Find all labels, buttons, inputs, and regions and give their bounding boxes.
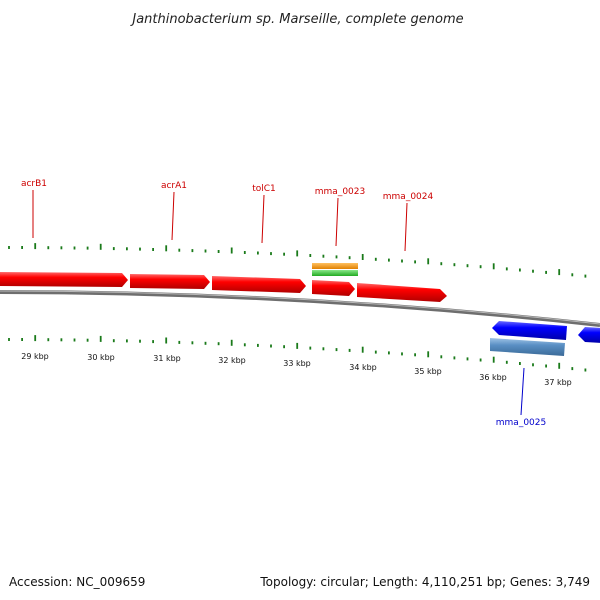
leader-line-mma-0024 — [404, 202, 408, 252]
tick-label-31kbp: 31 kbp — [153, 354, 181, 363]
leader-line-mma-0025 — [520, 367, 525, 416]
rna-bar-mma-0025[interactable] — [490, 338, 565, 356]
gene-arrow-mma-0023[interactable] — [312, 280, 355, 296]
gene-arrow-next-reverse[interactable] — [578, 327, 600, 343]
gene-arrow-mma-0024[interactable] — [357, 283, 447, 302]
feature-green-bar[interactable] — [312, 270, 358, 276]
footer-accession: Accession: NC_009659 — [9, 575, 145, 589]
tick-row-lower — [8, 335, 587, 372]
gene-arrow-tolC1[interactable] — [212, 276, 306, 293]
feature-orange-bar[interactable] — [312, 263, 358, 269]
gene-label-acrA1[interactable]: acrA1 — [161, 181, 187, 191]
gene-label-mma-0024[interactable]: mma_0024 — [383, 192, 434, 202]
leader-line-mma-0023 — [335, 197, 339, 247]
gene-label-mma-0025[interactable]: mma_0025 — [496, 418, 546, 428]
tick-label-29kbp: 29 kbp — [21, 352, 49, 361]
gene-arrow-acrA1[interactable] — [130, 274, 210, 289]
tick-label-36kbp: 36 kbp — [479, 373, 507, 382]
tick-row-upper — [8, 243, 587, 278]
tick-label-32kbp: 32 kbp — [218, 356, 246, 365]
tick-label-34kbp: 34 kbp — [349, 363, 377, 372]
gene-label-acrB1[interactable]: acrB1 — [21, 179, 47, 189]
tick-label-37kbp: 37 kbp — [544, 378, 572, 387]
map-title: Janthinobacterium sp. Marseille, complet… — [129, 12, 463, 27]
footer-summary: Topology: circular; Length: 4,110,251 bp… — [259, 575, 590, 589]
genome-backbone — [0, 290, 600, 327]
leader-line-tolC1 — [261, 194, 265, 244]
tick-label-35kbp: 35 kbp — [414, 367, 442, 376]
gene-label-tolC1[interactable]: tolC1 — [252, 184, 276, 194]
gene-label-mma-0023[interactable]: mma_0023 — [315, 187, 365, 197]
tick-label-33kbp: 33 kbp — [283, 359, 311, 368]
genome-backbone-highlight — [0, 290, 600, 325]
gene-arrow-mma-0025[interactable] — [492, 321, 567, 340]
tick-label-row: 29 kbp 30 kbp 31 kbp 32 kbp 33 kbp 34 kb… — [21, 352, 572, 387]
tick-label-30kbp: 30 kbp — [87, 353, 115, 362]
leader-line-acrA1 — [171, 191, 175, 241]
gene-arrow-acrB1[interactable] — [0, 272, 128, 287]
